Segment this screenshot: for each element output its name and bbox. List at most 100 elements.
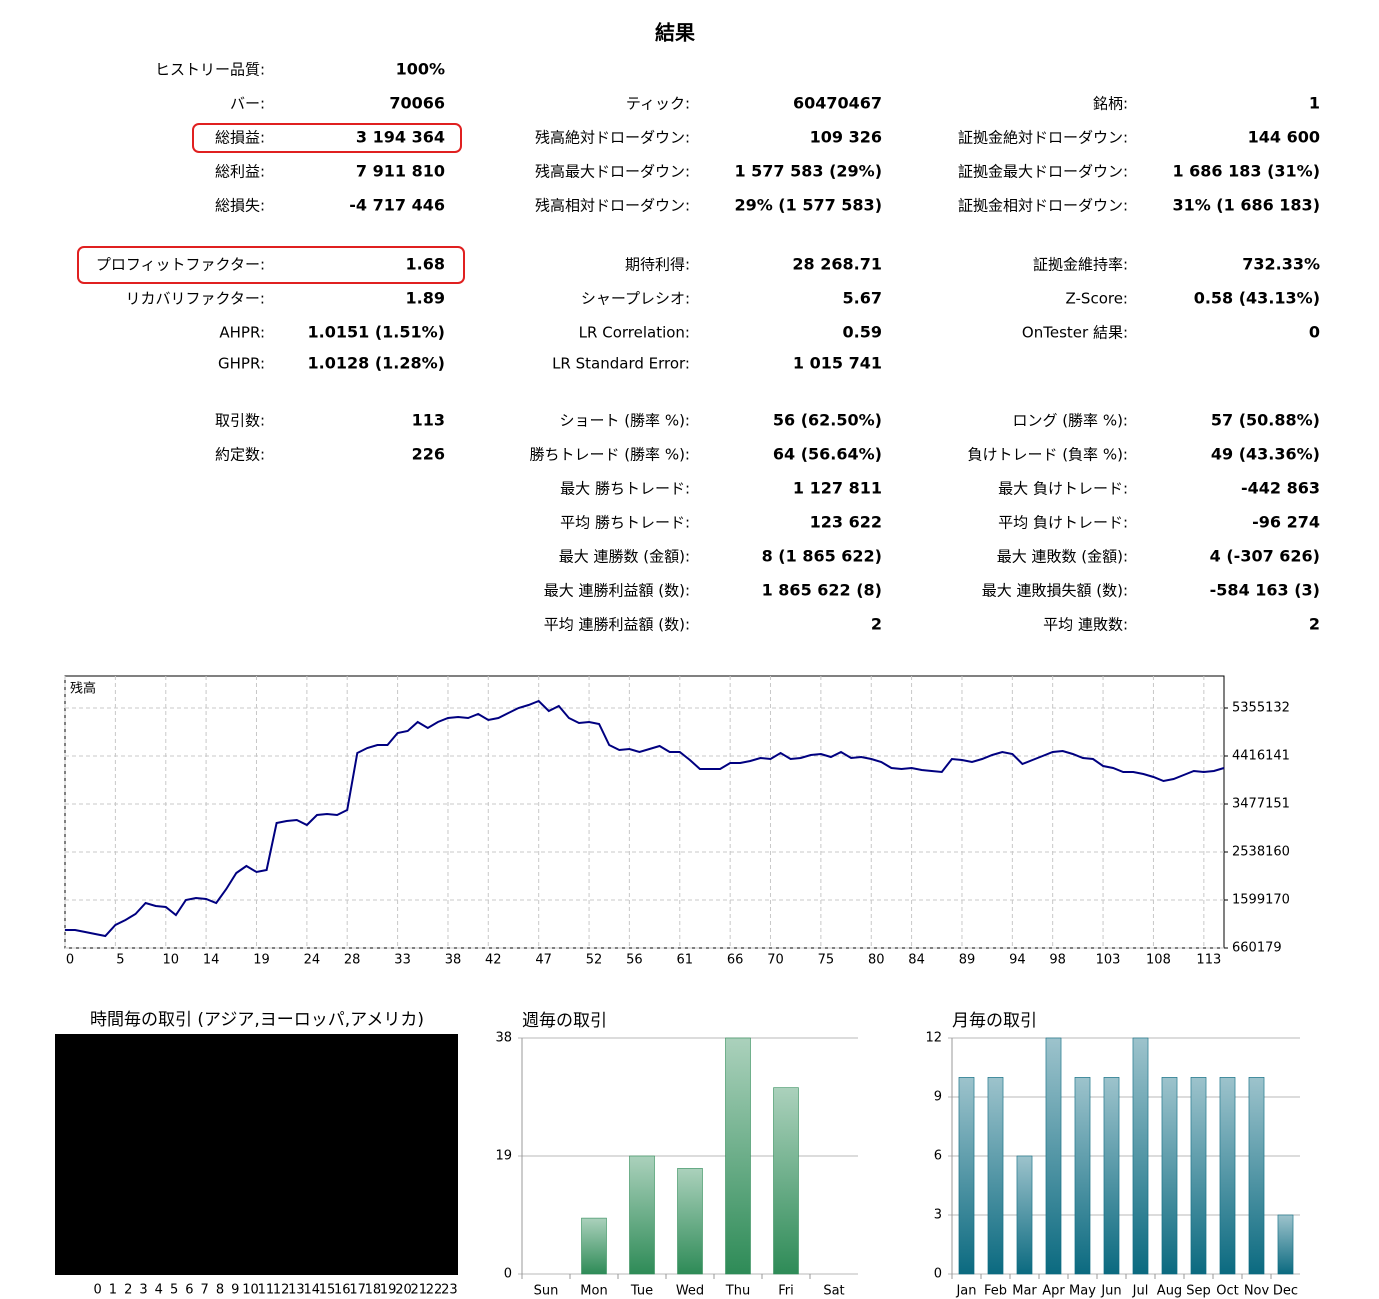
y-tick-label: 9 bbox=[934, 1090, 942, 1105]
bar bbox=[725, 1037, 751, 1275]
bar bbox=[987, 1077, 1004, 1275]
stat-value: 56 (62.50%) bbox=[773, 411, 882, 430]
x-tick-label: Aug bbox=[1157, 1284, 1182, 1299]
x-tick-label: 24 bbox=[304, 953, 321, 968]
stat-value: 100% bbox=[396, 60, 445, 79]
x-tick-label: 1 bbox=[109, 1283, 117, 1298]
stat-value: 64 (56.64%) bbox=[773, 445, 882, 464]
stat-label: 証拠金相対ドローダウン: bbox=[958, 197, 1128, 215]
bar bbox=[1045, 1037, 1062, 1275]
stat-label: 取引数: bbox=[215, 412, 265, 430]
bar bbox=[1132, 1037, 1149, 1275]
stat-value: -442 863 bbox=[1241, 479, 1320, 498]
y-tick-label: 2538160 bbox=[1232, 844, 1290, 859]
stat-value: 31% (1 686 183) bbox=[1172, 196, 1320, 215]
bar bbox=[677, 1168, 703, 1275]
x-tick-label: 16 bbox=[334, 1283, 351, 1298]
stat-value: 60470467 bbox=[793, 94, 882, 113]
stat-label: LR Correlation: bbox=[579, 324, 690, 342]
bar bbox=[1248, 1077, 1265, 1275]
x-tick-label: 103 bbox=[1096, 953, 1121, 968]
x-tick-label: 80 bbox=[868, 953, 885, 968]
x-tick-label: 108 bbox=[1146, 953, 1171, 968]
stat-label: 証拠金維持率: bbox=[1033, 256, 1128, 274]
hidden-area bbox=[55, 1034, 458, 1275]
x-tick-label: Dec bbox=[1273, 1284, 1298, 1299]
stat-value: 1.68 bbox=[406, 255, 445, 274]
stat-label: 最大 連敗数 (金額): bbox=[997, 548, 1128, 566]
x-tick-label: 22 bbox=[426, 1283, 443, 1298]
stat-value: 70066 bbox=[389, 94, 445, 113]
stat-label: 証拠金絶対ドローダウン: bbox=[958, 129, 1128, 147]
x-tick-label: 2 bbox=[124, 1283, 132, 1298]
stat-value: 1 015 741 bbox=[793, 354, 882, 373]
stat-value: 4 (-307 626) bbox=[1210, 547, 1320, 566]
plot-area bbox=[64, 675, 1225, 949]
x-tick-label: Feb bbox=[984, 1284, 1007, 1299]
stat-label: ヒストリー品質: bbox=[155, 61, 265, 79]
stat-value: 29% (1 577 583) bbox=[734, 196, 882, 215]
stat-label: 平均 連敗数: bbox=[1043, 616, 1128, 634]
x-tick-label: Jul bbox=[1132, 1284, 1149, 1299]
x-tick-label: 3 bbox=[139, 1283, 147, 1298]
chart-title: 週毎の取引 bbox=[522, 1011, 607, 1031]
x-tick-label: May bbox=[1069, 1284, 1096, 1299]
y-tick-label: 4416141 bbox=[1232, 748, 1290, 763]
x-tick-label: Mar bbox=[1012, 1284, 1037, 1299]
stat-value: 0.59 bbox=[843, 323, 882, 342]
stat-label: 最大 負けトレード: bbox=[998, 480, 1128, 498]
x-tick-label: 4 bbox=[155, 1283, 163, 1298]
stat-value: 1 bbox=[1309, 94, 1320, 113]
x-tick-label: 18 bbox=[365, 1283, 382, 1298]
x-tick-label: 0 bbox=[66, 953, 74, 968]
x-tick-label: 28 bbox=[344, 953, 361, 968]
stat-label: OnTester 結果: bbox=[1022, 324, 1128, 342]
x-tick-label: 38 bbox=[445, 953, 462, 968]
stat-value: 8 (1 865 622) bbox=[762, 547, 882, 566]
bar bbox=[1016, 1155, 1033, 1275]
x-tick-label: 56 bbox=[626, 953, 643, 968]
stat-value: 2 bbox=[871, 615, 882, 634]
x-tick-label: 20 bbox=[395, 1283, 412, 1298]
stat-value: 1.89 bbox=[406, 289, 445, 308]
x-tick-label: Apr bbox=[1042, 1284, 1065, 1299]
stat-label: 最大 連敗損失額 (数): bbox=[982, 582, 1128, 600]
stat-value: -584 163 (3) bbox=[1210, 581, 1320, 600]
y-tick-label: 38 bbox=[495, 1031, 512, 1046]
y-tick-label: 3477151 bbox=[1232, 796, 1290, 811]
stat-label: プロフィットファクター: bbox=[96, 256, 265, 274]
stat-label: LR Standard Error: bbox=[552, 355, 690, 373]
stat-label: 負けトレード (負率 %): bbox=[967, 446, 1128, 464]
x-tick-label: 10 bbox=[163, 953, 180, 968]
stat-label: 総利益: bbox=[215, 163, 265, 181]
y-tick-label: 6 bbox=[934, 1149, 942, 1164]
x-tick-label: Nov bbox=[1244, 1284, 1270, 1299]
stat-label: 最大 連勝利益額 (数): bbox=[544, 582, 690, 600]
x-tick-label: 84 bbox=[908, 953, 925, 968]
stat-value: 1 127 811 bbox=[793, 479, 882, 498]
x-tick-label: 66 bbox=[727, 953, 744, 968]
x-tick-label: Sun bbox=[534, 1284, 559, 1299]
x-tick-label: 11 bbox=[258, 1283, 275, 1298]
stat-value: 3 194 364 bbox=[356, 128, 445, 147]
x-tick-label: 9 bbox=[231, 1283, 239, 1298]
x-tick-label: 42 bbox=[485, 953, 502, 968]
x-tick-label: Sep bbox=[1186, 1284, 1211, 1299]
bar bbox=[958, 1077, 975, 1275]
x-tick-label: 19 bbox=[253, 953, 270, 968]
stat-value: -96 274 bbox=[1252, 513, 1320, 532]
x-tick-label: 6 bbox=[185, 1283, 193, 1298]
x-tick-label: 21 bbox=[410, 1283, 427, 1298]
stat-value: 5.67 bbox=[843, 289, 882, 308]
stat-label: リカバリファクター: bbox=[126, 290, 265, 308]
stat-label: 勝ちトレード (勝率 %): bbox=[529, 446, 690, 464]
x-tick-label: Jun bbox=[1100, 1284, 1121, 1299]
balance-line bbox=[65, 699, 1225, 938]
x-tick-label: 70 bbox=[767, 953, 784, 968]
stat-value: 732.33% bbox=[1242, 255, 1320, 274]
stat-label: バー: bbox=[230, 95, 265, 113]
bar bbox=[1277, 1214, 1294, 1275]
y-tick-label: 5355132 bbox=[1232, 700, 1290, 715]
stat-value: 109 326 bbox=[810, 128, 882, 147]
